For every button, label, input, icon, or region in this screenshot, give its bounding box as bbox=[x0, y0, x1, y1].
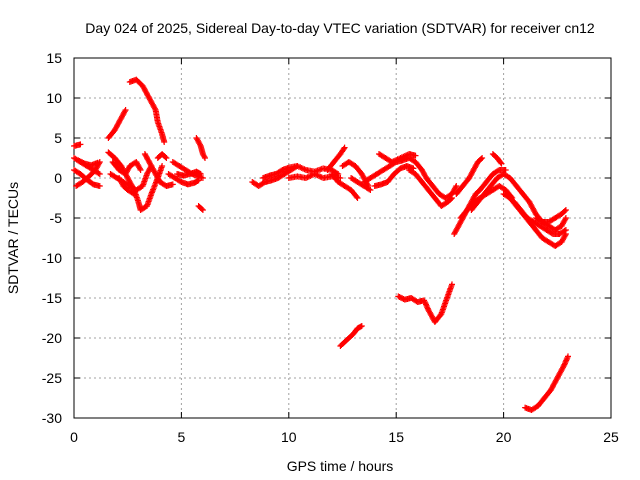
y-tick-label: 5 bbox=[54, 130, 62, 146]
plot-frame bbox=[73, 57, 612, 419]
data-points bbox=[71, 76, 571, 413]
series-track-17 bbox=[193, 135, 208, 161]
series-track-06 bbox=[105, 107, 129, 141]
series-track-29 bbox=[406, 167, 455, 209]
series-track-18 bbox=[195, 203, 206, 213]
data-point-marks bbox=[511, 199, 569, 237]
series-track-39 bbox=[395, 281, 455, 325]
data-point-marks bbox=[532, 207, 569, 225]
data-point-marks bbox=[328, 171, 361, 201]
series-track-07 bbox=[105, 149, 166, 213]
y-tick-label: -15 bbox=[42, 290, 62, 306]
x-tick-label: 5 bbox=[178, 429, 186, 445]
data-point-marks bbox=[174, 168, 204, 179]
data-point-marks bbox=[109, 159, 144, 177]
series-track-08 bbox=[109, 159, 144, 177]
plot-border bbox=[73, 57, 612, 419]
series-track-37 bbox=[532, 207, 569, 225]
data-point-marks bbox=[453, 155, 486, 197]
data-point-marks bbox=[376, 151, 419, 165]
series-track-33 bbox=[468, 171, 569, 233]
x-tick-label: 15 bbox=[388, 429, 404, 445]
series-track-16 bbox=[174, 168, 204, 179]
y-tick-label: 15 bbox=[46, 50, 62, 66]
grid bbox=[74, 58, 611, 418]
data-point-marks bbox=[395, 281, 455, 325]
series-track-31 bbox=[453, 155, 486, 197]
data-point-marks bbox=[348, 175, 374, 193]
series-track-04 bbox=[71, 141, 84, 149]
x-tick-label: 10 bbox=[281, 429, 297, 445]
data-point-marks bbox=[71, 141, 84, 149]
data-point-marks bbox=[489, 151, 505, 167]
data-point-marks bbox=[73, 159, 103, 189]
data-point-marks bbox=[324, 144, 348, 173]
data-point-marks bbox=[337, 323, 365, 349]
data-point-marks bbox=[105, 107, 129, 141]
y-tick-label: -25 bbox=[42, 370, 62, 386]
data-point-marks bbox=[522, 353, 571, 413]
series-track-13 bbox=[154, 151, 170, 161]
series-track-12 bbox=[141, 151, 176, 189]
y-tick-label: -5 bbox=[50, 210, 63, 226]
y-tick-label: -10 bbox=[42, 250, 62, 266]
data-point-marks bbox=[75, 157, 101, 169]
y-tick-label: -30 bbox=[42, 410, 62, 426]
x-tick-label: 20 bbox=[496, 429, 512, 445]
data-point-marks bbox=[193, 135, 208, 161]
series-track-40 bbox=[522, 353, 571, 413]
data-point-marks bbox=[406, 167, 455, 209]
y-tick-label: 10 bbox=[46, 90, 62, 106]
y-axis-label: SDTVAR / TECUs bbox=[5, 182, 21, 294]
series-track-34 bbox=[489, 151, 505, 167]
series-track-25 bbox=[348, 175, 374, 193]
axis-ticks: 0 5 10 15 20 25 -30 -25 -20 -15 -10 -5 0 5 10 15 bbox=[42, 50, 619, 445]
data-point-marks bbox=[116, 175, 138, 197]
chart-title: Day 024 of 2025, Sidereal Day-to-day VTE… bbox=[85, 20, 595, 36]
y-tick-label: -20 bbox=[42, 330, 62, 346]
x-tick-label: 25 bbox=[603, 429, 619, 445]
data-point-marks bbox=[195, 203, 206, 213]
series-track-38 bbox=[337, 323, 365, 349]
data-point-marks bbox=[105, 149, 166, 213]
series-track-22 bbox=[324, 144, 348, 173]
data-point-marks bbox=[165, 171, 202, 188]
series-track-03 bbox=[73, 159, 103, 189]
x-axis-label: GPS time / hours bbox=[287, 458, 394, 474]
data-point-marks bbox=[468, 171, 569, 233]
series-track-23 bbox=[328, 171, 361, 201]
y-tick-label: 0 bbox=[54, 170, 62, 186]
series-track-10 bbox=[116, 175, 138, 197]
series-track-11 bbox=[126, 76, 168, 145]
data-point-marks bbox=[154, 151, 170, 161]
series-track-36 bbox=[511, 199, 569, 237]
x-tick-label: 0 bbox=[70, 429, 78, 445]
series-track-14 bbox=[165, 171, 202, 188]
series-track-28 bbox=[376, 151, 419, 165]
series-track-05 bbox=[75, 157, 101, 169]
data-point-marks bbox=[141, 151, 176, 189]
data-point-marks bbox=[126, 76, 168, 145]
